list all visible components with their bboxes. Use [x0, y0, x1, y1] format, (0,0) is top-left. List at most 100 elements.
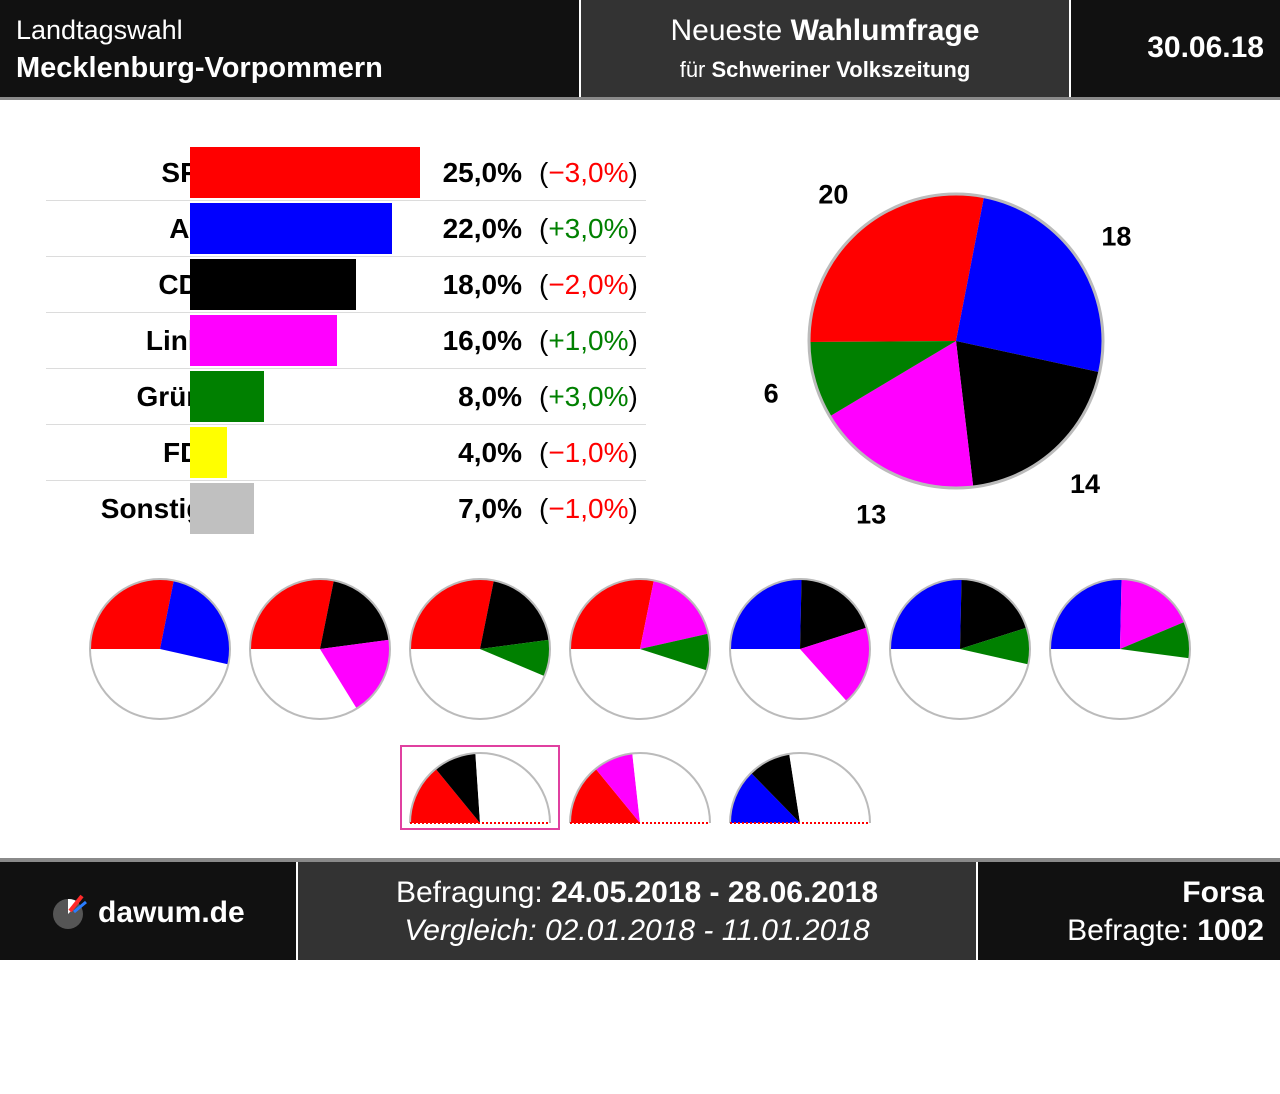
coalition-outline	[569, 578, 711, 720]
coalition-afd-cdu	[720, 745, 880, 830]
row-divider	[46, 200, 646, 201]
coalition-outline	[729, 752, 871, 824]
coalition-slice-spd	[410, 579, 494, 649]
coalition-spd-cdu	[400, 745, 560, 830]
change-label: (−3,0%)	[539, 157, 638, 188]
coalition-slice-spd	[250, 579, 334, 649]
dawum-logo-icon	[52, 1054, 92, 1094]
survey-period: Befragung: 24.05.2018 - 28.06.2018	[395, 876, 879, 909]
pie-slice-afd	[956, 196, 1104, 373]
bar-row-cdu: CDU 18,0% (−2,0%)	[46, 257, 646, 313]
coalition-pie	[729, 578, 871, 720]
coalition-slice-spd	[90, 579, 174, 649]
footer-brand-panel: dawum.de	[0, 862, 296, 960]
row-divider	[46, 480, 646, 481]
change-label: (+3,0%)	[539, 213, 638, 244]
value-label: 8,0%	[458, 381, 522, 412]
coalition-slice-linke	[320, 639, 390, 709]
coalition-spd-afd	[80, 575, 240, 725]
value-label: 18,0%	[442, 269, 522, 300]
coalition-afd-cdu-linke	[720, 575, 880, 725]
pie-seat-label-afd: 18	[1101, 221, 1131, 251]
change-label: (+1,0%)	[539, 325, 638, 356]
pie-outline	[807, 192, 1105, 490]
coalition-pie	[569, 752, 711, 824]
coalition-slice-spd	[570, 579, 654, 649]
brand-name[interactable]: dawum.de	[98, 896, 245, 929]
coalition-spd-cdu-linke	[240, 575, 400, 725]
poll-date: 30.06.18	[1147, 31, 1264, 64]
pie-slice-cdu	[956, 341, 1100, 487]
coalition-pie	[409, 578, 551, 720]
coalition-slice-cdu	[800, 579, 867, 649]
bar-row-gruene: Grüne 8,0% (+3,0%)	[46, 369, 646, 425]
change-label: (−1,0%)	[539, 493, 638, 524]
change-label: (−1,0%)	[539, 437, 638, 468]
bar-row-spd: SPD25,0%(−3,0%)	[46, 145, 646, 201]
coalition-slice-gruene	[640, 633, 710, 671]
coalition-slice-gruene	[960, 627, 1030, 665]
respondents-count: Befragte: 1002	[1067, 914, 1264, 947]
coalition-slice-cdu	[480, 580, 550, 649]
coalition-slice-linke	[595, 753, 640, 823]
change-value: +3,0%	[548, 381, 629, 412]
change-value: −2,0%	[548, 269, 629, 300]
coalition-pie	[569, 578, 711, 720]
change-label: (+3,0%)	[539, 381, 638, 412]
coalition-outline	[409, 578, 551, 720]
dawum-logo-icon	[53, 894, 87, 929]
coalition-outline	[729, 578, 871, 720]
coalition-slice-afd	[1050, 579, 1122, 649]
coalition-outline	[569, 752, 711, 824]
coalition-outline	[1049, 578, 1191, 720]
coalition-slice-rest	[632, 753, 710, 823]
bar-linke	[190, 315, 338, 366]
bar-gruene	[190, 371, 264, 422]
poll-heading: Neueste Wahlumfrage	[670, 14, 980, 47]
header-date-panel: 30.06.18	[1071, 0, 1280, 97]
bar-row-fdp: FDP4,0%(−1,0%)	[46, 425, 646, 481]
highlight-frame	[400, 745, 560, 830]
change-value: +3,0%	[548, 213, 629, 244]
coalition-slice-cdu	[751, 753, 800, 823]
coalition-slice-afd	[890, 579, 962, 649]
coalition-pie	[1049, 578, 1191, 720]
pie-slice-gruene	[809, 341, 956, 417]
change-value: +1,0%	[548, 325, 629, 356]
coalition-slice-gruene	[1120, 621, 1190, 659]
value-label: 4,0%	[458, 437, 522, 468]
coalition-slice-spd	[570, 768, 640, 823]
coalition-slice-cdu	[435, 753, 480, 823]
coalition-outline	[889, 578, 1031, 720]
election-region: Mecklenburg-Vorpommern	[16, 52, 383, 84]
header-poll-panel: Neueste Wahlumfrage für Schweriner Volks…	[581, 0, 1069, 97]
compare-period: Vergleich: 02.01.2018 - 11.01.2018	[404, 914, 870, 947]
coalition-slice-linke	[1120, 579, 1185, 649]
coalition-slice-rest	[789, 753, 870, 823]
header-title-panel: Landtagswahl Mecklenburg-Vorpommern	[0, 0, 579, 97]
coalition-outline	[409, 752, 551, 824]
bar-row-linke: Linke 16,0% (+1,0%)	[46, 313, 646, 369]
pie-slice-spd	[809, 193, 985, 343]
poll-client: für Schweriner Volkszeitung	[679, 57, 971, 82]
value-label: 7,0%	[458, 493, 522, 524]
coalition-slice-spd	[410, 768, 480, 823]
bar-row-afd: AfD22,0%(+3,0%)	[46, 201, 646, 257]
value-label: 25,0%	[442, 157, 522, 188]
coalition-slice-rest	[475, 753, 550, 823]
coalition-slice-cdu	[960, 579, 1027, 649]
value-label: 22,0%	[442, 213, 522, 244]
seat-distribution-pie: 20 18 14 13 6	[764, 179, 1132, 529]
coalition-spd-linke-gruene	[560, 575, 720, 725]
coalition-slice-afd	[730, 772, 800, 823]
coalition-slice-afd	[730, 579, 802, 649]
change-value: −3,0%	[548, 157, 629, 188]
pie-seat-label-spd: 20	[818, 179, 848, 209]
change-value: −1,0%	[548, 437, 629, 468]
institute-name: Forsa	[1182, 876, 1264, 909]
footer-dates-panel: Befragung: 24.05.2018 - 28.06.2018 Vergl…	[298, 862, 976, 960]
coalition-pie	[89, 578, 231, 720]
coalition-spd-linke	[560, 745, 720, 830]
coalition-slice-cdu	[320, 580, 390, 649]
coalition-slice-gruene	[480, 639, 550, 677]
